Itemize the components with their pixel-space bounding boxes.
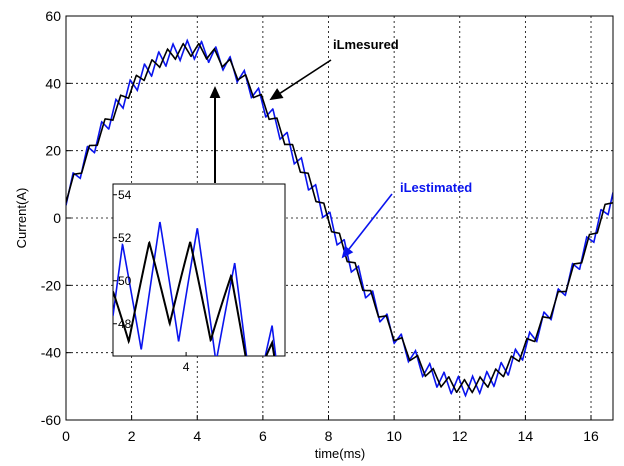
annotation-arrowhead-iLestimated (341, 245, 354, 259)
main-plot-area (66, 38, 613, 398)
inset-x-tick-label: 4 (183, 360, 190, 374)
inset-series-line-iLmesured (113, 240, 276, 356)
y-tick-label: 20 (45, 143, 61, 159)
y-tick-label: -60 (41, 412, 61, 428)
annotation-arrowhead-iLmesured (269, 88, 284, 101)
x-axis-label: time(ms) (315, 446, 366, 461)
inset-frame (112, 183, 286, 357)
inset-zoom: 54 52 50 48 4 (112, 183, 286, 374)
y-axis-label: Current(A) (14, 188, 29, 249)
annotation-label-iLestimated: iLestimated (400, 180, 472, 195)
x-tick-label: 10 (386, 428, 402, 444)
y-tick-label: 40 (45, 75, 61, 91)
x-tick-label: 0 (62, 428, 70, 444)
inset-y-tick-label: 50 (118, 274, 132, 288)
annotations: iLmesured iLestimated (209, 37, 472, 259)
inset-y-tick-label: 52 (118, 231, 132, 245)
inset-x-ticks: 4 (183, 352, 190, 374)
y-tick-label: -40 (41, 345, 61, 361)
inset-y-tick-label: 48 (118, 317, 132, 331)
inset-series-line-iLestimated (113, 221, 277, 356)
y-tick-label: 0 (53, 210, 61, 226)
x-tick-label: 8 (325, 428, 333, 444)
y-axis-ticks: 60 40 20 0 -20 -40 -60 (41, 8, 71, 428)
inset-y-tick-label: 54 (118, 188, 132, 202)
x-tick-label: 14 (518, 428, 534, 444)
annotation-arrow-iLestimated (348, 193, 393, 250)
annotation-arrow-iLmesured (279, 59, 332, 94)
x-tick-label: 4 (193, 428, 201, 444)
x-tick-label: 6 (259, 428, 267, 444)
series-line-iLmesured (66, 42, 613, 394)
x-tick-label: 12 (452, 428, 468, 444)
series-line-iLestimated (66, 38, 613, 398)
x-tick-label: 2 (128, 428, 136, 444)
annotation-label-iLmesured: iLmesured (333, 37, 399, 52)
y-tick-label: -20 (41, 277, 61, 293)
inset-y-ticks: 54 52 50 48 (113, 188, 132, 331)
x-tick-label: 16 (583, 428, 599, 444)
y-tick-label: 60 (45, 8, 61, 24)
x-axis-ticks: 0 2 4 6 8 10 12 14 16 (62, 415, 599, 444)
inset-pointer-arrowhead (209, 86, 221, 98)
